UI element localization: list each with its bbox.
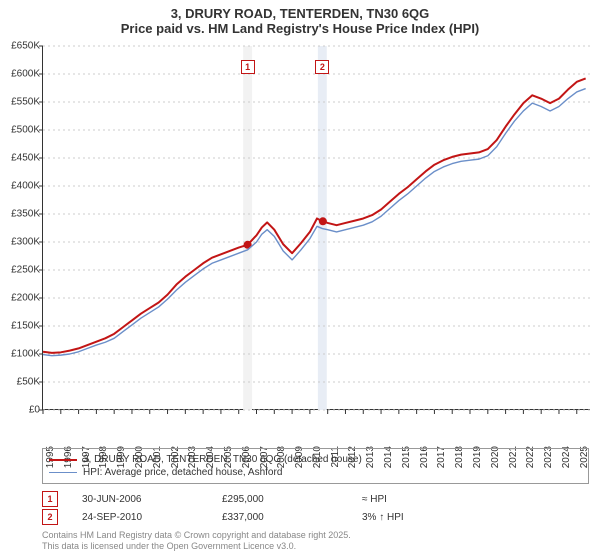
row-delta: ≈ HPI [362,494,589,505]
sales-table: 1 30-JUN-2006 £295,000 ≈ HPI 2 24-SEP-20… [42,490,589,526]
plot-area [42,46,590,410]
y-tick-label: £200K [11,293,40,304]
row-price: £295,000 [222,494,362,505]
y-tick-label: £250K [11,265,40,276]
legend-swatch-hpi [49,472,77,473]
row-date: 30-JUN-2006 [82,494,222,505]
table-row: 1 30-JUN-2006 £295,000 ≈ HPI [42,490,589,508]
title-address: 3, DRURY ROAD, TENTERDEN, TN30 6QG [0,6,600,21]
footer-attribution: Contains HM Land Registry data © Crown c… [42,530,351,552]
y-tick-label: £400K [11,181,40,192]
y-tick-label: £450K [11,153,40,164]
y-tick-label: £150K [11,321,40,332]
table-row: 2 24-SEP-2010 £337,000 3% ↑ HPI [42,508,589,526]
legend-item-hpi: HPI: Average price, detached house, Ashf… [49,466,582,479]
row-date: 24-SEP-2010 [82,512,222,523]
legend-label-hpi: HPI: Average price, detached house, Ashf… [83,467,282,478]
y-tick-label: £500K [11,125,40,136]
row-price: £337,000 [222,512,362,523]
y-tick-label: £600K [11,69,40,80]
y-tick-label: £350K [11,209,40,220]
legend-label-price-paid: 3, DRURY ROAD, TENTERDEN, TN30 6QG (deta… [83,454,362,465]
title-block: 3, DRURY ROAD, TENTERDEN, TN30 6QG Price… [0,0,600,36]
title-subtitle: Price paid vs. HM Land Registry's House … [0,21,600,36]
legend-swatch-price-paid [49,459,77,461]
plot-svg [43,46,591,410]
footer-line1: Contains HM Land Registry data © Crown c… [42,530,351,541]
y-tick-label: £0 [29,405,40,416]
y-tick-label: £100K [11,349,40,360]
row-delta: 3% ↑ HPI [362,512,589,523]
chart-container: 3, DRURY ROAD, TENTERDEN, TN30 6QG Price… [0,0,600,560]
row-marker-2: 2 [42,509,58,525]
y-tick-label: £300K [11,237,40,248]
footer-line2: This data is licensed under the Open Gov… [42,541,351,552]
y-tick-label: £50K [17,377,40,388]
band-marker: 1 [241,60,255,74]
y-tick-label: £650K [11,41,40,52]
y-tick-label: £550K [11,97,40,108]
band-marker: 2 [315,60,329,74]
legend: 3, DRURY ROAD, TENTERDEN, TN30 6QG (deta… [42,448,589,484]
row-marker-1: 1 [42,491,58,507]
legend-item-price-paid: 3, DRURY ROAD, TENTERDEN, TN30 6QG (deta… [49,453,582,466]
